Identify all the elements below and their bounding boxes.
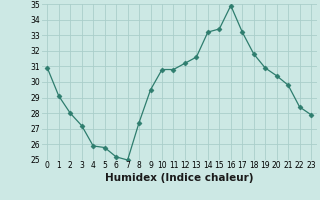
X-axis label: Humidex (Indice chaleur): Humidex (Indice chaleur) (105, 173, 253, 183)
